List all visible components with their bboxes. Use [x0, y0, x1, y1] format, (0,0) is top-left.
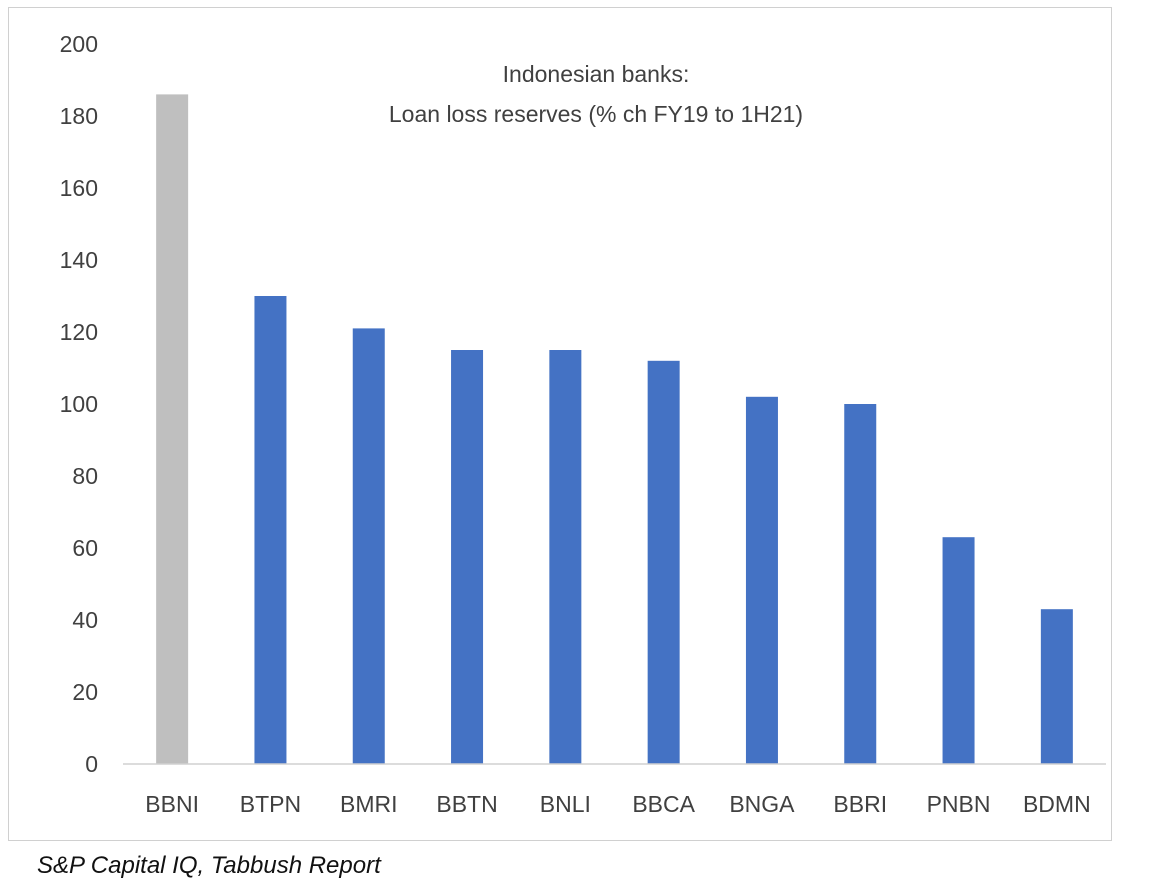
- y-tick-label: 80: [72, 463, 98, 489]
- bar-pnbn: [942, 537, 975, 764]
- bar-bbca: [647, 360, 680, 764]
- x-tick-label: BBTN: [436, 791, 497, 817]
- chart-title: Indonesian banks: Loan loss reserves (% c…: [389, 61, 803, 127]
- y-tick-label: 200: [60, 31, 98, 57]
- chart-frame: [8, 7, 1112, 841]
- bar-bbri: [844, 404, 877, 764]
- chart-title-line: Indonesian banks:: [503, 61, 690, 87]
- bar-bmri: [352, 328, 385, 764]
- bar-bbni: [156, 94, 189, 764]
- y-tick-label: 100: [60, 391, 98, 417]
- x-tick-label: BNGA: [729, 791, 795, 817]
- source-note: S&P Capital IQ, Tabbush Report: [37, 852, 381, 879]
- bar-bnli: [549, 350, 582, 764]
- y-tick-label: 140: [60, 247, 98, 273]
- x-tick-label: PNBN: [927, 791, 991, 817]
- bar-bnga: [745, 396, 778, 764]
- x-tick-label: BTPN: [240, 791, 301, 817]
- x-tick-label: BBRI: [833, 791, 887, 817]
- x-tick-label: BBNI: [145, 791, 199, 817]
- x-tick-label: BNLI: [540, 791, 591, 817]
- chart-title-line: Loan loss reserves (% ch FY19 to 1H21): [389, 101, 803, 127]
- y-tick-label: 120: [60, 319, 98, 345]
- y-tick-label: 160: [60, 175, 98, 201]
- y-tick-label: 0: [85, 751, 98, 777]
- x-tick-label: BMRI: [340, 791, 398, 817]
- bar-btpn: [254, 296, 287, 764]
- bar-bbtn: [451, 350, 484, 764]
- y-tick-label: 40: [72, 607, 98, 633]
- x-tick-label: BDMN: [1023, 791, 1091, 817]
- bar-bdmn: [1040, 609, 1073, 764]
- y-tick-label: 60: [72, 535, 98, 561]
- y-tick-label: 20: [72, 679, 98, 705]
- y-tick-label: 180: [60, 103, 98, 129]
- x-tick-label: BBCA: [632, 791, 695, 817]
